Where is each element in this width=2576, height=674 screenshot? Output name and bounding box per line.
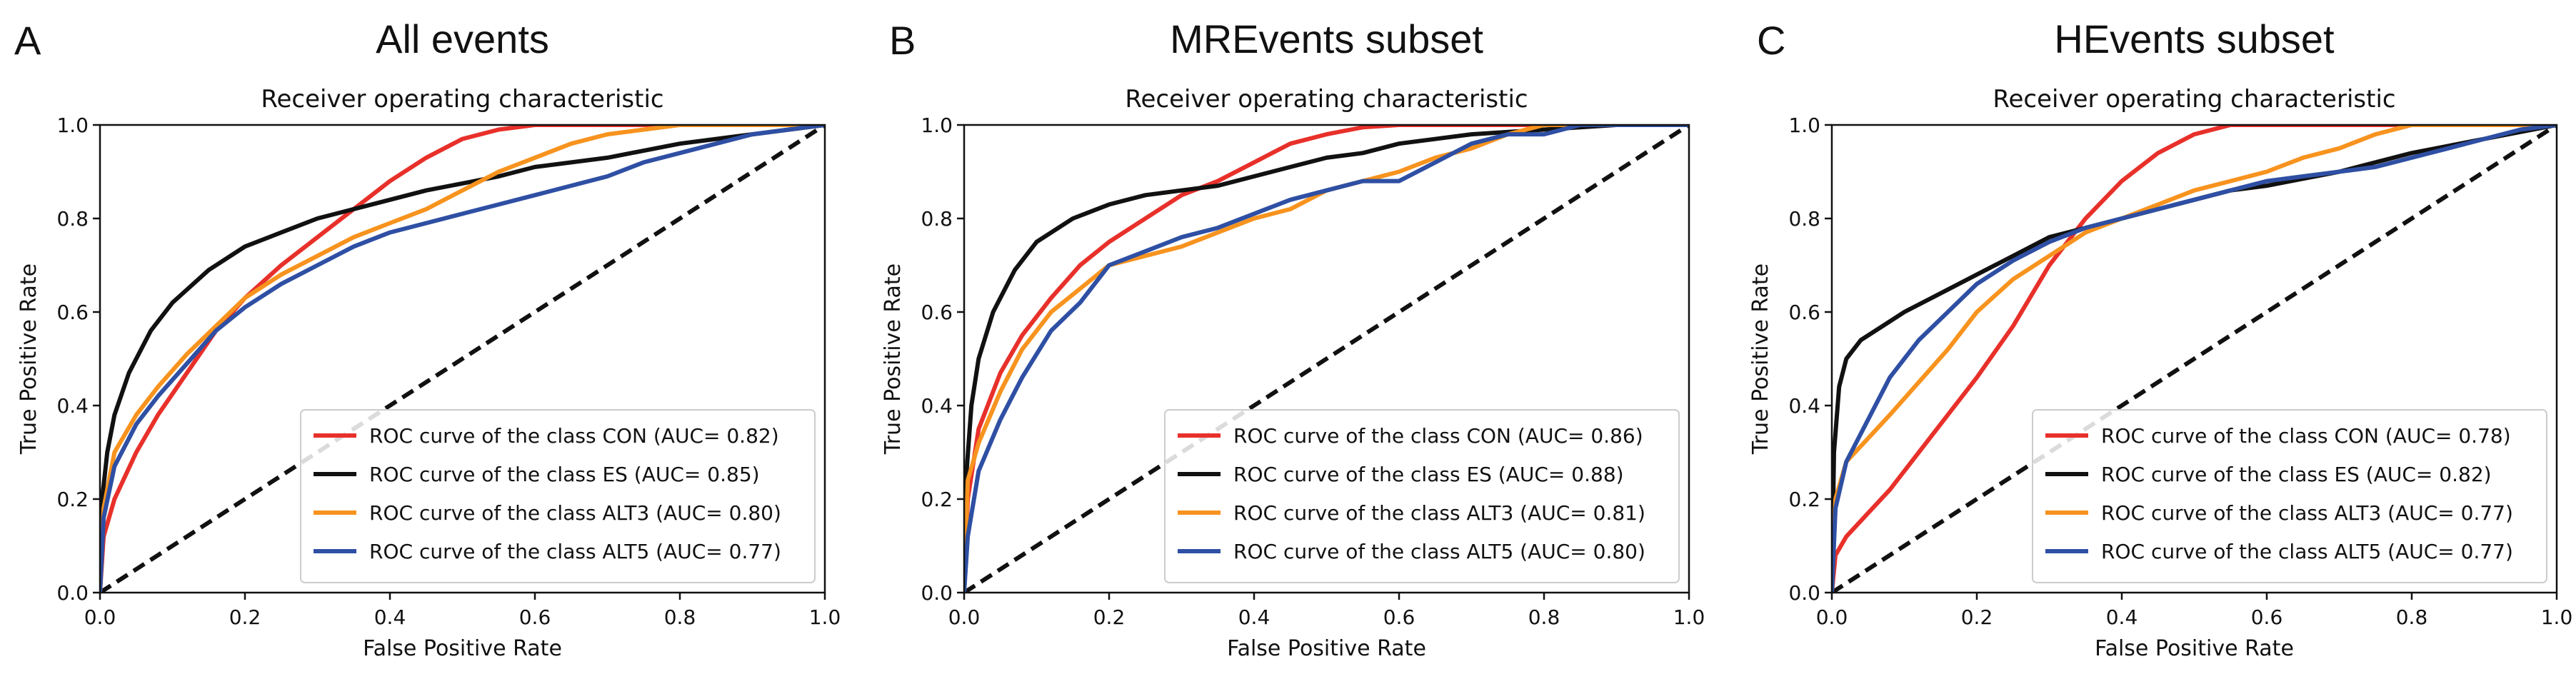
legend-entry: ROC curve of the class CON (AUC= 0.78) [2101, 424, 2511, 448]
y-tick-label: 0.2 [56, 488, 89, 511]
plot-frame [963, 124, 1690, 594]
y-tick-label: 1.0 [56, 114, 89, 137]
x-axis-label: False Positive Rate [363, 636, 562, 661]
legend-entry: ROC curve of the class ALT5 (AUC= 0.80) [1233, 540, 1645, 563]
plot-title: Receiver operating characteristic [1993, 85, 2395, 114]
chance-diagonal-line [1832, 125, 2557, 593]
chance-diagonal-line [100, 125, 825, 593]
plot-frame [1830, 124, 2558, 594]
x-tick-label: 0.4 [1238, 605, 1271, 629]
x-tick-label: 0.6 [1383, 605, 1415, 629]
y-tick-label: 0.4 [1788, 394, 1820, 418]
y-tick-label: 0.6 [921, 301, 953, 324]
y-axis-label: True Positive Rate [16, 263, 41, 455]
roc-curve-0 [964, 125, 1689, 593]
x-tick-label: 0.4 [2106, 605, 2138, 629]
y-tick-label: 0.4 [56, 394, 89, 418]
legend: ROC curve of the class CON (AUC= 0.86) RO… [1164, 409, 1680, 583]
legend-entry: ROC curve of the class CON (AUC= 0.86) [1233, 424, 1643, 448]
x-tick-label: 0.4 [374, 605, 406, 629]
y-tick-label: 0.0 [1788, 581, 1820, 605]
roc-curve-3 [1832, 125, 2557, 593]
roc-curve-2 [964, 125, 1689, 593]
y-tick-label: 0.8 [921, 207, 953, 231]
roc-curve-0 [100, 125, 825, 593]
y-tick-label: 0.4 [921, 394, 953, 418]
legend-box [300, 409, 816, 583]
panel-letter: B [889, 18, 916, 63]
roc-curve-3 [964, 125, 1689, 593]
legend-entry: ROC curve of the class ES (AUC= 0.88) [1233, 463, 1624, 486]
legend: ROC curve of the class CON (AUC= 0.78) RO… [2032, 409, 2547, 583]
plot-lines [1832, 125, 2557, 593]
x-tick-label: 0.0 [948, 605, 981, 629]
x-tick-label: 0.2 [229, 605, 261, 629]
x-tick-label: 1.0 [809, 605, 841, 629]
x-tick-label: 0.6 [2251, 605, 2283, 629]
x-axis-label: False Positive Rate [2095, 636, 2294, 661]
legend-entry: ROC curve of the class ALT3 (AUC= 0.81) [1233, 501, 1645, 525]
y-tick-label: 1.0 [1788, 114, 1820, 137]
x-tick-label: 0.6 [519, 605, 551, 629]
panel-letter: A [14, 18, 41, 63]
roc-curve-3 [100, 125, 825, 593]
y-tick-label: 0.8 [1788, 207, 1820, 231]
legend-entry: ROC curve of the class ALT5 (AUC= 0.77) [369, 540, 781, 563]
plot-lines [964, 125, 1689, 593]
panel-heading: All events [376, 16, 549, 61]
x-tick-label: 0.0 [84, 605, 116, 629]
legend-box [1164, 409, 1680, 583]
legend-entry: ROC curve of the class ALT3 (AUC= 0.80) [369, 501, 781, 525]
y-tick-label: 1.0 [921, 114, 953, 137]
plot-lines [100, 125, 825, 593]
x-axis-label: False Positive Rate [1227, 636, 1426, 661]
plot-title: Receiver operating characteristic [1125, 85, 1528, 114]
x-tick-label: 0.2 [1961, 605, 1993, 629]
roc-curve-0 [1832, 125, 2557, 593]
y-tick-label: 0.0 [921, 581, 953, 605]
y-tick-label: 0.8 [56, 207, 89, 231]
roc-panel-c: C HEvents subset Receiver operating charac… [1748, 16, 2572, 661]
x-tick-label: 1.0 [2541, 605, 2573, 629]
plot-frame [99, 124, 826, 594]
panel-heading: HEvents subset [2054, 16, 2335, 61]
chance-diagonal-line [964, 125, 1689, 593]
legend-entry: ROC curve of the class CON (AUC= 0.82) [369, 424, 779, 448]
roc-curve-1 [964, 125, 1689, 593]
roc-panel-b: B MREvents subset Receiver operating chara… [881, 16, 1705, 661]
y-tick-label: 0.2 [921, 488, 953, 511]
legend: ROC curve of the class CON (AUC= 0.82) RO… [300, 409, 816, 583]
legend-entry: ROC curve of the class ES (AUC= 0.85) [369, 463, 760, 486]
x-tick-label: 0.8 [1528, 605, 1560, 629]
y-tick-label: 0.2 [1788, 488, 1820, 511]
x-tick-label: 0.8 [2396, 605, 2428, 629]
x-tick-label: 0.2 [1093, 605, 1126, 629]
legend-entry: ROC curve of the class ALT3 (AUC= 0.77) [2101, 501, 2513, 525]
legend-box [2032, 409, 2547, 583]
panel-heading: MREvents subset [1170, 16, 1483, 61]
legend-entry: ROC curve of the class ES (AUC= 0.82) [2101, 463, 2492, 486]
y-axis-label: True Positive Rate [881, 263, 906, 455]
y-tick-label: 0.0 [56, 581, 89, 605]
x-tick-label: 0.0 [1816, 605, 1848, 629]
roc-curve-1 [100, 125, 825, 593]
roc-curve-2 [1832, 125, 2557, 593]
x-tick-label: 1.0 [1673, 605, 1705, 629]
y-tick-label: 0.6 [56, 301, 89, 324]
roc-curve-2 [100, 125, 825, 593]
y-axis-label: True Positive Rate [1748, 263, 1773, 455]
panel-letter: C [1757, 18, 1785, 63]
plot-title: Receiver operating characteristic [261, 85, 663, 114]
x-tick-label: 0.8 [664, 605, 696, 629]
legend-entry: ROC curve of the class ALT5 (AUC= 0.77) [2101, 540, 2513, 563]
y-tick-label: 0.6 [1788, 301, 1820, 324]
roc-panel-a: A All events Receiver operating characteri… [14, 16, 841, 661]
